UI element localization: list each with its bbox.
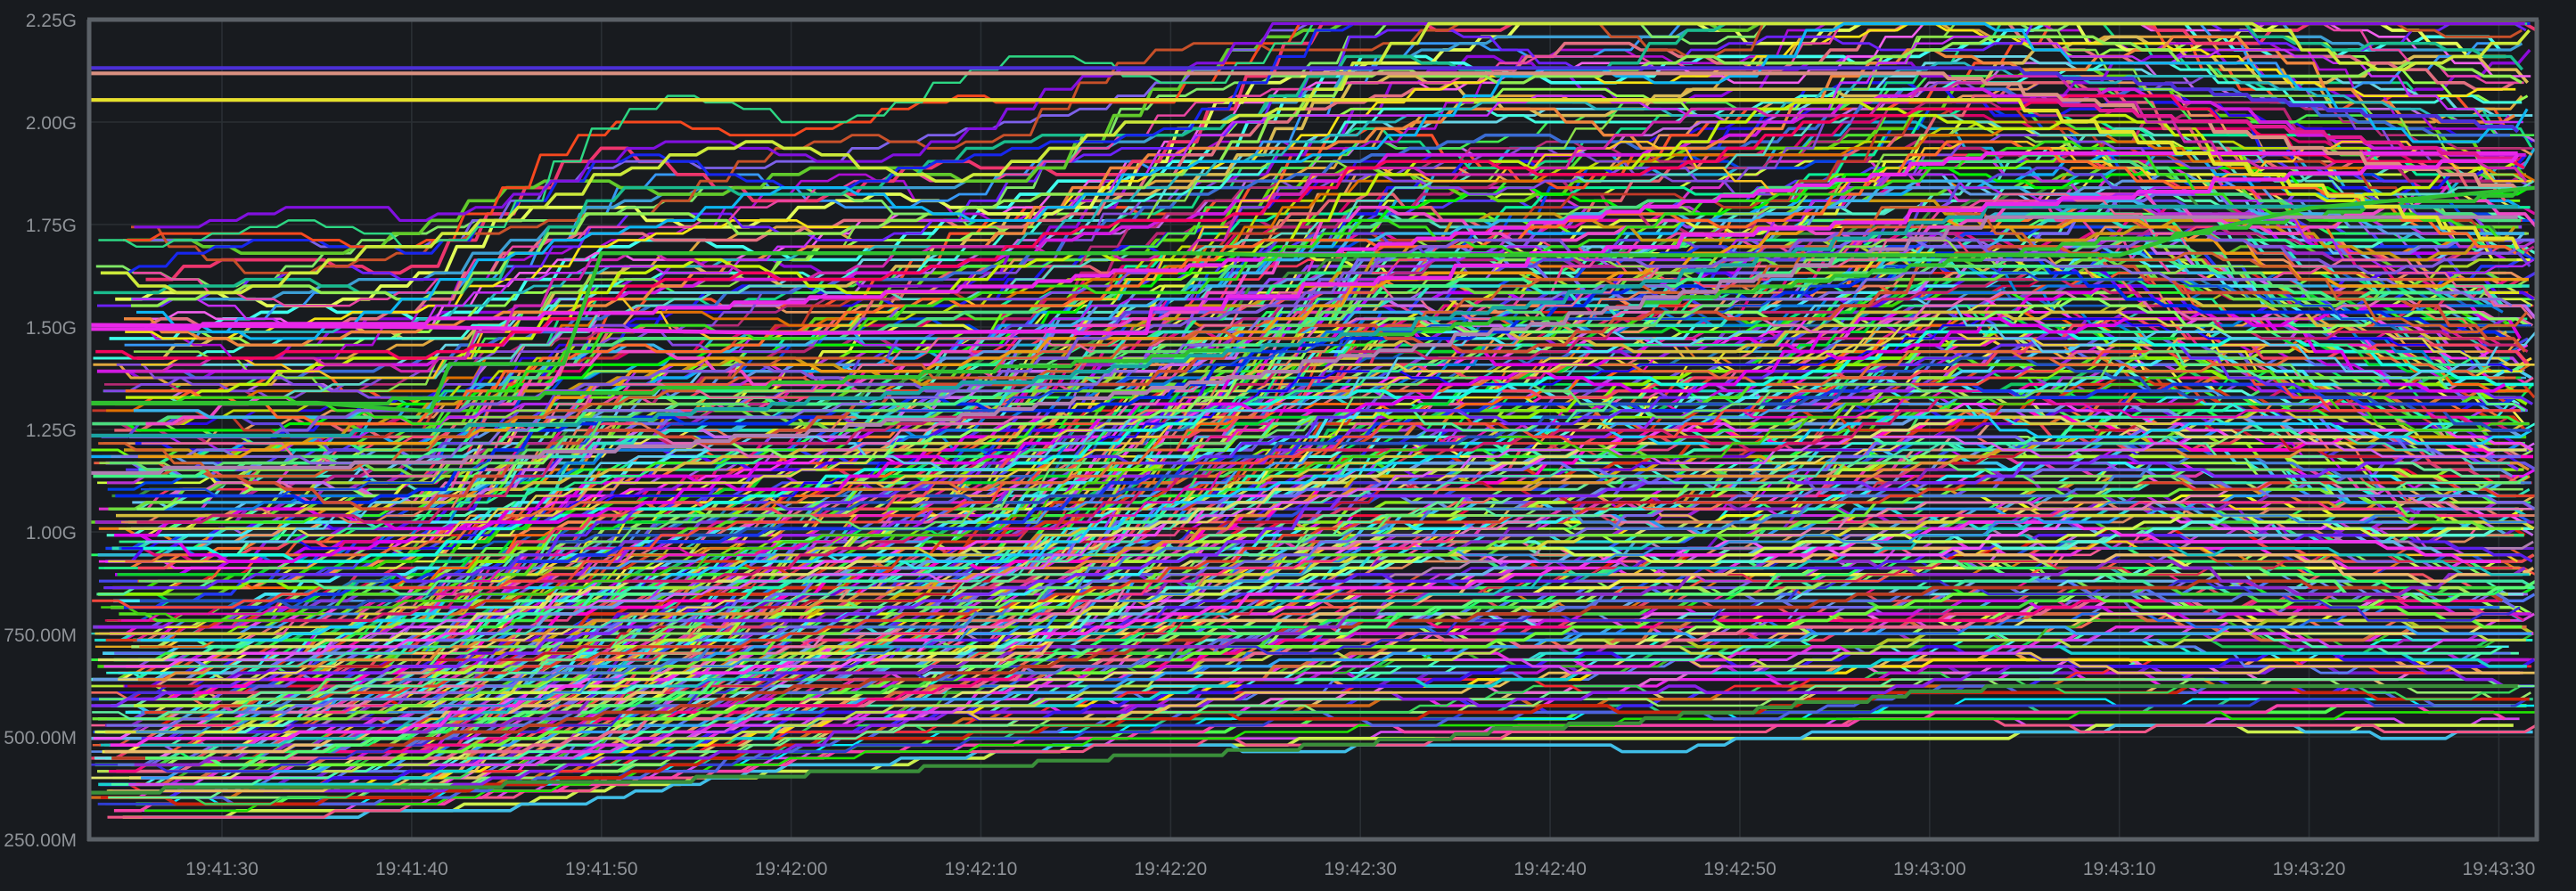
- series-line[interactable]: [144, 501, 2536, 727]
- series-line-green-early-step[interactable]: [89, 185, 2538, 413]
- series-line[interactable]: [137, 218, 2529, 459]
- series-line[interactable]: [89, 454, 2519, 707]
- series-line[interactable]: [99, 462, 2529, 701]
- series-line[interactable]: [119, 304, 2510, 544]
- series-line[interactable]: [137, 415, 2529, 662]
- series-line[interactable]: [134, 560, 2526, 767]
- series-line[interactable]: [116, 297, 2507, 518]
- series-line[interactable]: [138, 350, 2530, 583]
- x-axis-tick-label: 19:42:50: [1703, 859, 1776, 879]
- series-line[interactable]: [135, 74, 2528, 373]
- y-axis-tick-label: 2.25G: [26, 11, 77, 31]
- series-line[interactable]: [104, 546, 2535, 754]
- series-line-blue-violet-peak[interactable]: [89, 66, 2520, 134]
- series-line[interactable]: [143, 436, 2535, 661]
- series-line[interactable]: [125, 350, 2516, 563]
- series-line[interactable]: [115, 251, 2507, 504]
- series-line[interactable]: [114, 310, 2506, 563]
- x-axis-tick-label: 19:41:40: [375, 859, 448, 879]
- series-line[interactable]: [111, 579, 2504, 760]
- series-line[interactable]: [98, 415, 2527, 662]
- series-line[interactable]: [94, 513, 2524, 734]
- series-line[interactable]: [107, 717, 2538, 819]
- x-axis-tick-label: 19:42:00: [755, 859, 828, 879]
- x-axis-tick-label: 19:42:40: [1514, 859, 1587, 879]
- y-axis-tick-label: 2.00G: [26, 113, 77, 134]
- series-line-green-early-step[interactable]: [89, 189, 2520, 406]
- series-bundle: [89, 21, 2538, 819]
- x-axis-tick-label: 19:41:30: [185, 859, 258, 879]
- series-line[interactable]: [109, 599, 2500, 773]
- series-line[interactable]: [141, 625, 2532, 780]
- series-line-lowest-green[interactable]: [89, 683, 2518, 795]
- y-axis-tick-label: 1.50G: [26, 318, 77, 339]
- series-line[interactable]: [131, 593, 2523, 767]
- series-line[interactable]: [119, 304, 2511, 537]
- series-line[interactable]: [124, 35, 2515, 347]
- y-axis-tick-label: 250.00M: [4, 830, 77, 851]
- y-axis-tick-label: 1.75G: [26, 216, 77, 236]
- x-axis-tick-label: 19:41:50: [565, 859, 638, 879]
- y-axis-tick-label: 500.00M: [4, 728, 77, 748]
- series-line-yellow-spike[interactable]: [89, 98, 2520, 250]
- series-line[interactable]: [106, 651, 2536, 793]
- series-line-mauve-low-start[interactable]: [89, 215, 2518, 475]
- series-line[interactable]: [120, 258, 2513, 465]
- x-axis-tick-label: 19:42:10: [945, 859, 1018, 879]
- series-line[interactable]: [100, 21, 2531, 295]
- x-axis-tick-label: 19:43:30: [2463, 859, 2536, 879]
- series-line[interactable]: [134, 244, 2527, 511]
- x-axis-tick-label: 19:42:20: [1134, 859, 1207, 879]
- series-line[interactable]: [95, 94, 2525, 360]
- series-line[interactable]: [98, 206, 2529, 478]
- x-axis-tick-label: 19:42:30: [1324, 859, 1397, 879]
- series-line[interactable]: [116, 61, 2507, 333]
- series-line[interactable]: [103, 330, 2534, 590]
- series-line-salmon-peak[interactable]: [89, 71, 2520, 192]
- y-axis-tick-label: 750.00M: [4, 625, 77, 646]
- series-line[interactable]: [125, 101, 2517, 399]
- series-line[interactable]: [143, 114, 2535, 405]
- series-line[interactable]: [144, 711, 2536, 813]
- series-line[interactable]: [136, 22, 2529, 340]
- series-line-teal-low-start[interactable]: [89, 204, 2518, 437]
- series-line[interactable]: [106, 462, 2536, 727]
- series-line[interactable]: [122, 21, 2514, 327]
- x-axis-tick-label: 19:43:00: [1893, 859, 1966, 879]
- series-line[interactable]: [101, 534, 2530, 747]
- y-axis-tick-label: 1.25G: [26, 421, 77, 441]
- x-axis-tick-label: 19:43:20: [2273, 859, 2346, 879]
- series-line[interactable]: [145, 560, 2537, 767]
- x-axis-tick-label: 19:43:10: [2083, 859, 2156, 879]
- series-line[interactable]: [101, 370, 2530, 622]
- y-axis-tick-label: 1.00G: [26, 523, 77, 544]
- series-line-magenta-flat-top[interactable]: [88, 153, 2520, 336]
- series-line[interactable]: [144, 298, 2538, 544]
- series-line[interactable]: [140, 415, 2532, 642]
